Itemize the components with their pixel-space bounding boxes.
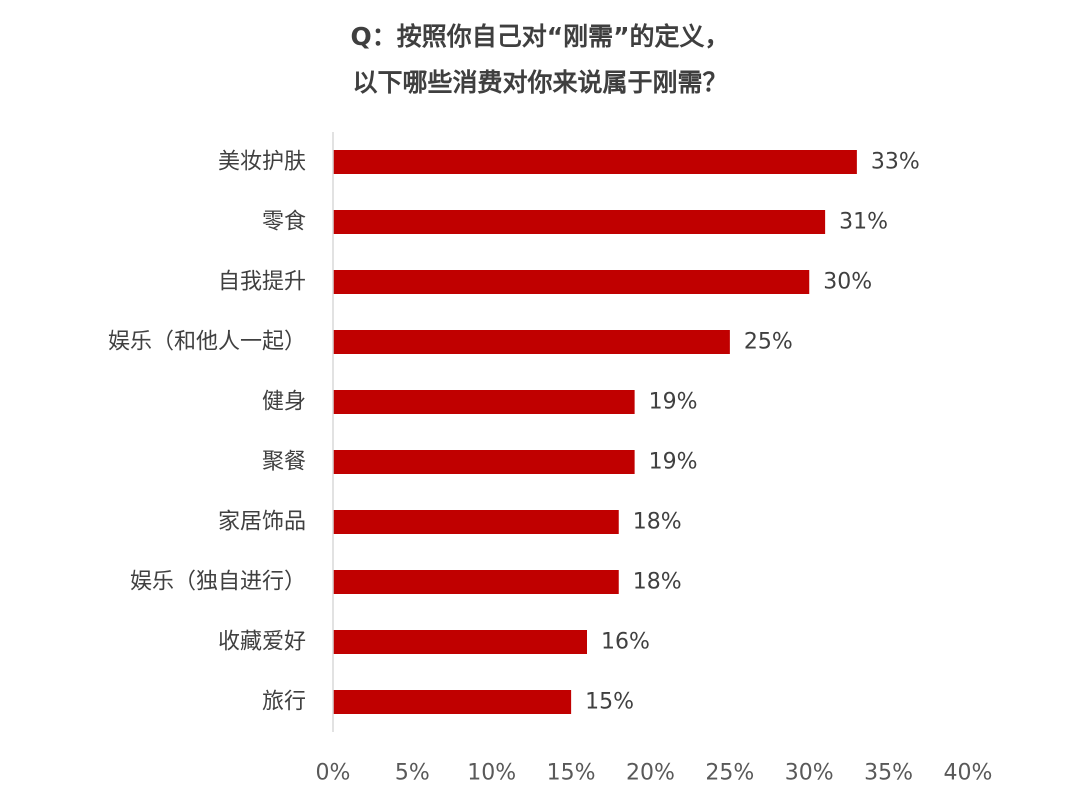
x-tick-label-6: 30%	[785, 761, 834, 786]
category-label-4: 健身	[262, 390, 306, 415]
value-label-3: 25%	[744, 330, 793, 355]
category-label-8: 收藏爱好	[218, 630, 306, 655]
value-label-0: 33%	[871, 150, 920, 175]
value-label-2: 30%	[823, 270, 872, 295]
x-tick-label-4: 20%	[626, 761, 675, 786]
bar-4	[333, 390, 635, 414]
value-label-9: 15%	[585, 690, 634, 715]
category-label-7: 娱乐（独自进行）	[130, 570, 306, 595]
category-label-9: 旅行	[262, 690, 306, 715]
x-tick-label-3: 15%	[547, 761, 596, 786]
value-label-6: 18%	[633, 510, 682, 535]
bars-group	[333, 150, 857, 714]
x-tick-label-8: 40%	[944, 761, 993, 786]
bar-7	[333, 570, 619, 594]
x-tick-label-5: 25%	[705, 761, 754, 786]
bar-0	[333, 150, 857, 174]
category-label-2: 自我提升	[218, 270, 306, 295]
value-labels: 33% 31% 30% 25% 19% 19% 18% 18% 16% 15%	[585, 150, 920, 715]
x-tick-label-0: 0%	[316, 761, 351, 786]
value-label-5: 19%	[649, 450, 698, 475]
value-label-8: 16%	[601, 630, 650, 655]
bar-9	[333, 690, 572, 714]
bar-8	[333, 630, 587, 654]
x-tick-label-7: 35%	[864, 761, 913, 786]
bar-3	[333, 330, 730, 354]
x-tick-label-2: 10%	[467, 761, 516, 786]
value-label-4: 19%	[649, 390, 698, 415]
value-label-1: 31%	[839, 210, 888, 235]
category-label-1: 零食	[262, 210, 306, 235]
category-label-3: 娱乐（和他人一起）	[108, 330, 306, 355]
bar-5	[333, 450, 635, 474]
bar-6	[333, 510, 619, 534]
chart-title-line-2: 以下哪些消费对你来说属于刚需？	[352, 68, 728, 97]
value-label-7: 18%	[633, 570, 682, 595]
category-label-0: 美妆护肤	[218, 150, 306, 175]
category-label-6: 家居饰品	[218, 510, 306, 535]
bar-2	[333, 270, 810, 294]
x-tick-label-1: 5%	[395, 761, 430, 786]
bar-1	[333, 210, 826, 234]
chart-title: Q：按照你自己对“刚需”的定义， 以下哪些消费对你来说属于刚需？	[0, 14, 1080, 106]
x-axis-tick-labels: 0% 5% 10% 15% 20% 25% 30% 35% 40%	[316, 761, 993, 786]
category-label-5: 聚餐	[262, 450, 306, 475]
chart-title-line-1: Q：按照你自己对“刚需”的定义，	[350, 22, 730, 51]
